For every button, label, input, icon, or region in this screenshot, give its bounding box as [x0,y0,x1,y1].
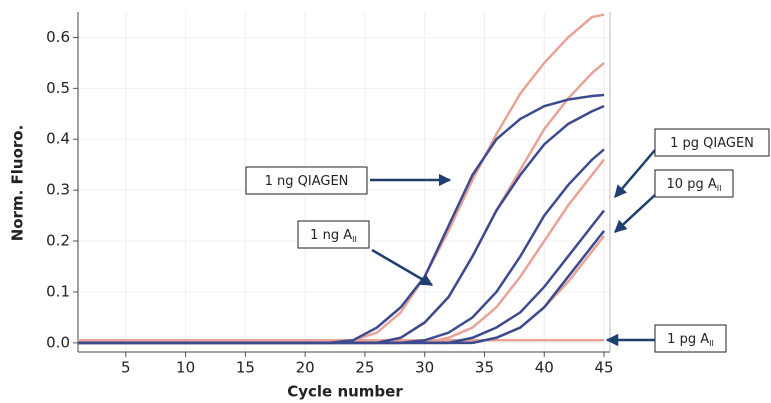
series-line [78,230,606,345]
x-tick-label: 15 [236,359,255,377]
y-axis-label: Norm. Fluoro. [9,125,27,242]
y-tick-label: 0.5 [46,79,70,97]
annotation-text: 1 pg QIAGEN [670,136,754,151]
annotation-arrow [371,248,434,287]
series-line [78,235,606,345]
annotation-text: 1 ng A [310,228,352,243]
annotation: 1 pg AII [667,332,714,348]
x-tick-label: 20 [296,359,315,377]
x-tick-label: 25 [355,359,374,377]
annotation-text: 10 pg A [667,177,717,192]
annotation-sub: II [709,339,714,348]
annotation-sub: II [717,184,722,193]
x-tick-label: 10 [176,359,195,377]
annotation: 1 ng AII [310,228,357,244]
y-tick-label: 0.2 [46,232,70,250]
annotation-arrow [614,149,656,198]
x-tick-label: 30 [415,359,434,377]
y-tick-label: 0.6 [46,28,70,46]
annotation-box [245,166,368,195]
y-tick-label: 0.1 [46,282,70,300]
y-tick-label: 0.3 [46,181,70,199]
annotation-sub: II [352,235,357,244]
annotation: 10 pg AII [667,177,722,193]
x-tick-label: 40 [535,359,554,377]
y-tick-label: 0.4 [46,130,70,148]
x-axis-label: Cycle number [287,383,403,401]
annotation-text: 1 pg A [667,332,709,347]
annotation-text: 1 ng QIAGEN [265,174,349,189]
x-tick-label: 45 [594,359,613,377]
annotation-box [654,324,727,353]
annotation-box [654,128,770,157]
x-tick-label: 5 [121,359,131,377]
y-tick-label: 0.0 [46,333,70,351]
series-line [78,61,605,345]
annotation: 1 pg QIAGEN [670,136,754,151]
annotation: 1 ng QIAGEN [265,174,349,189]
x-tick-label: 35 [475,359,494,377]
annotation-box [654,169,734,198]
annotation-box [297,220,370,249]
annotation-arrow [614,194,656,233]
